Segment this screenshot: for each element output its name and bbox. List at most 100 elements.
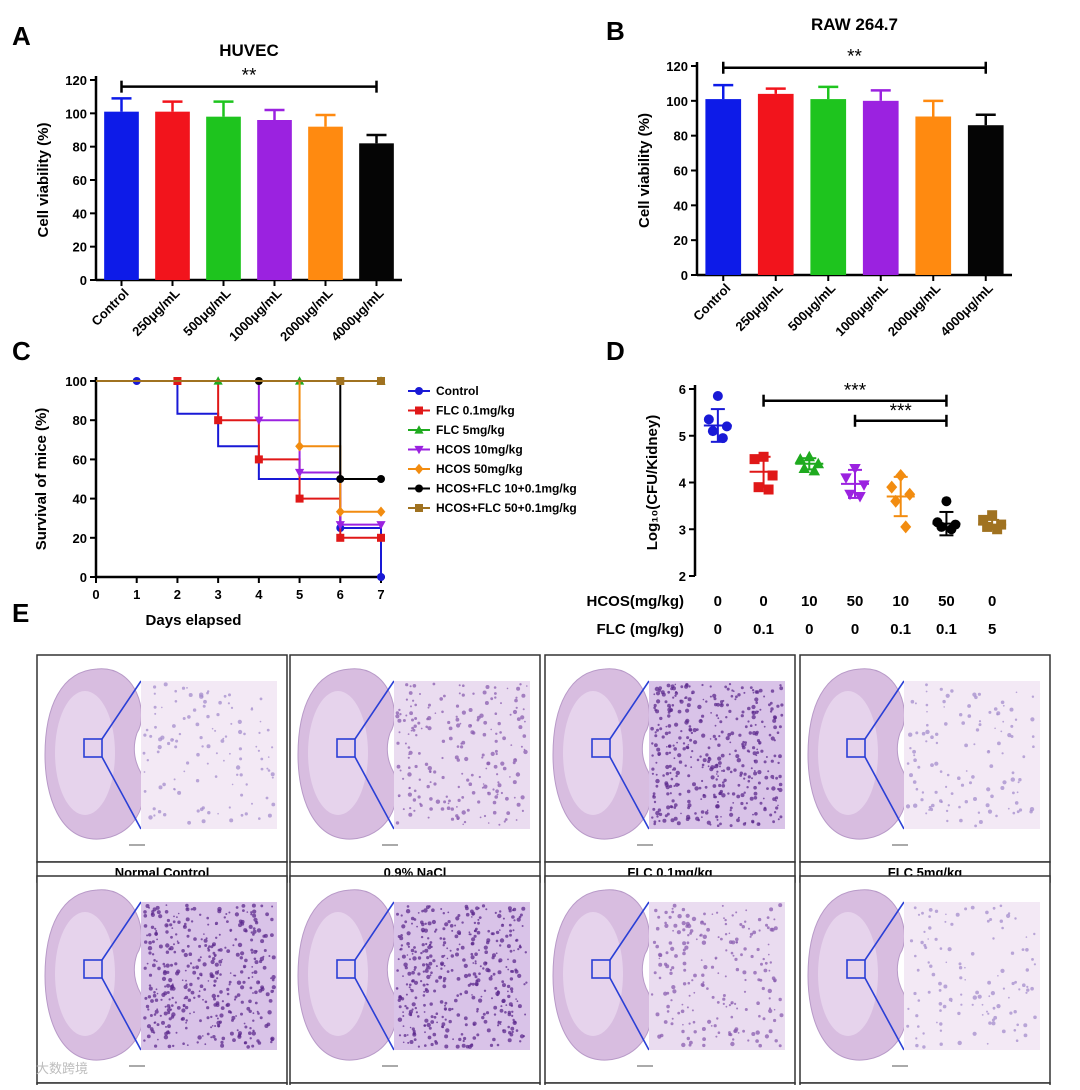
stained-cell: [155, 930, 158, 932]
x-tick-label: 2: [174, 587, 181, 602]
stained-cell: [265, 796, 269, 800]
stained-cell: [443, 800, 447, 804]
stained-cell: [478, 972, 481, 975]
stained-cell: [680, 1009, 685, 1014]
stained-cell: [227, 1010, 232, 1014]
stained-cell: [490, 932, 494, 936]
stained-cell: [943, 984, 948, 989]
stained-cell: [697, 704, 702, 710]
stained-cell: [399, 936, 404, 941]
stained-cell: [414, 703, 418, 707]
stained-cell: [917, 1025, 920, 1028]
stained-cell: [441, 739, 446, 743]
stained-cell: [420, 727, 423, 730]
stained-cell: [497, 1024, 500, 1027]
stained-cell: [681, 1042, 686, 1048]
stained-cell: [926, 723, 929, 727]
stained-cell: [193, 937, 197, 941]
stained-cell: [485, 961, 488, 965]
stained-cell: [233, 974, 235, 977]
stained-cell: [167, 741, 171, 746]
bar: [104, 111, 139, 281]
stained-cell: [1009, 1011, 1013, 1015]
stained-cell: [728, 932, 731, 935]
stained-cell: [755, 710, 759, 714]
stained-cell: [239, 773, 243, 777]
stained-cell: [232, 1038, 236, 1042]
stained-cell: [236, 993, 241, 997]
stained-cell: [192, 708, 197, 712]
data-point: [712, 391, 723, 402]
stained-cell: [731, 940, 736, 945]
stained-cell: [769, 961, 772, 964]
micrograph-inset: [141, 902, 277, 1050]
stained-cell: [655, 761, 658, 764]
stained-cell: [736, 1007, 739, 1010]
stained-cell: [454, 998, 458, 1003]
stained-cell: [467, 983, 471, 987]
stained-cell: [156, 750, 160, 754]
stained-cell: [415, 1011, 418, 1014]
stained-cell: [259, 720, 262, 723]
stained-cell: [750, 954, 754, 959]
stained-cell: [717, 1031, 721, 1034]
stained-cell: [229, 1031, 234, 1036]
stained-cell: [197, 994, 201, 998]
stained-cell: [1010, 735, 1014, 738]
stained-cell: [415, 734, 418, 737]
stained-cell: [395, 714, 400, 719]
stained-cell: [678, 736, 682, 740]
stained-cell: [414, 717, 418, 720]
stained-cell: [758, 1014, 761, 1018]
stained-cell: [471, 937, 476, 942]
stained-cell: [231, 1015, 236, 1020]
stained-cell: [654, 708, 657, 712]
zoom-line: [354, 756, 395, 830]
stained-cell: [668, 744, 672, 748]
stained-cell: [1031, 695, 1035, 698]
legend-label: FLC 0.1mg/kg: [436, 404, 515, 418]
stained-cell: [154, 1009, 159, 1014]
stained-cell: [413, 809, 416, 812]
data-point: [858, 480, 870, 491]
stained-cell: [967, 714, 972, 718]
legend-marker: [414, 445, 424, 455]
stained-cell: [923, 930, 926, 934]
stained-cell: [690, 756, 692, 759]
stained-cell: [490, 975, 493, 978]
stained-cell: [769, 907, 774, 912]
stained-cell: [665, 751, 669, 756]
stained-cell: [399, 947, 403, 951]
stained-cell: [173, 778, 176, 781]
stained-cell: [687, 934, 690, 937]
stained-cell: [455, 1044, 460, 1049]
stained-cell: [682, 1023, 684, 1026]
kidney-medulla: [818, 691, 878, 815]
stained-cell: [424, 948, 429, 953]
stained-cell: [478, 916, 482, 919]
stained-cell: [434, 930, 437, 933]
significance-label: **: [242, 66, 257, 87]
stained-cell: [456, 994, 460, 997]
stained-cell: [991, 1021, 996, 1026]
stained-cell: [757, 770, 762, 775]
stained-cell: [421, 909, 424, 913]
stained-cell: [507, 1025, 511, 1029]
stained-cell: [653, 693, 656, 696]
stained-cell: [243, 1041, 247, 1045]
stained-cell: [945, 809, 949, 813]
stained-cell: [934, 937, 938, 941]
stained-cell: [449, 949, 452, 952]
stained-cell: [193, 1011, 195, 1014]
stained-cell: [974, 824, 977, 828]
stained-cell: [420, 920, 424, 925]
hcos-dose-value: 10: [801, 593, 818, 610]
stained-cell: [917, 765, 921, 769]
stained-cell: [913, 754, 916, 757]
stained-cell: [651, 742, 654, 745]
legend-label: HCOS 10mg/kg: [436, 443, 523, 457]
stained-cell: [672, 989, 677, 994]
stained-cell: [182, 1042, 185, 1045]
stained-cell: [709, 685, 712, 688]
stained-cell: [174, 689, 177, 693]
